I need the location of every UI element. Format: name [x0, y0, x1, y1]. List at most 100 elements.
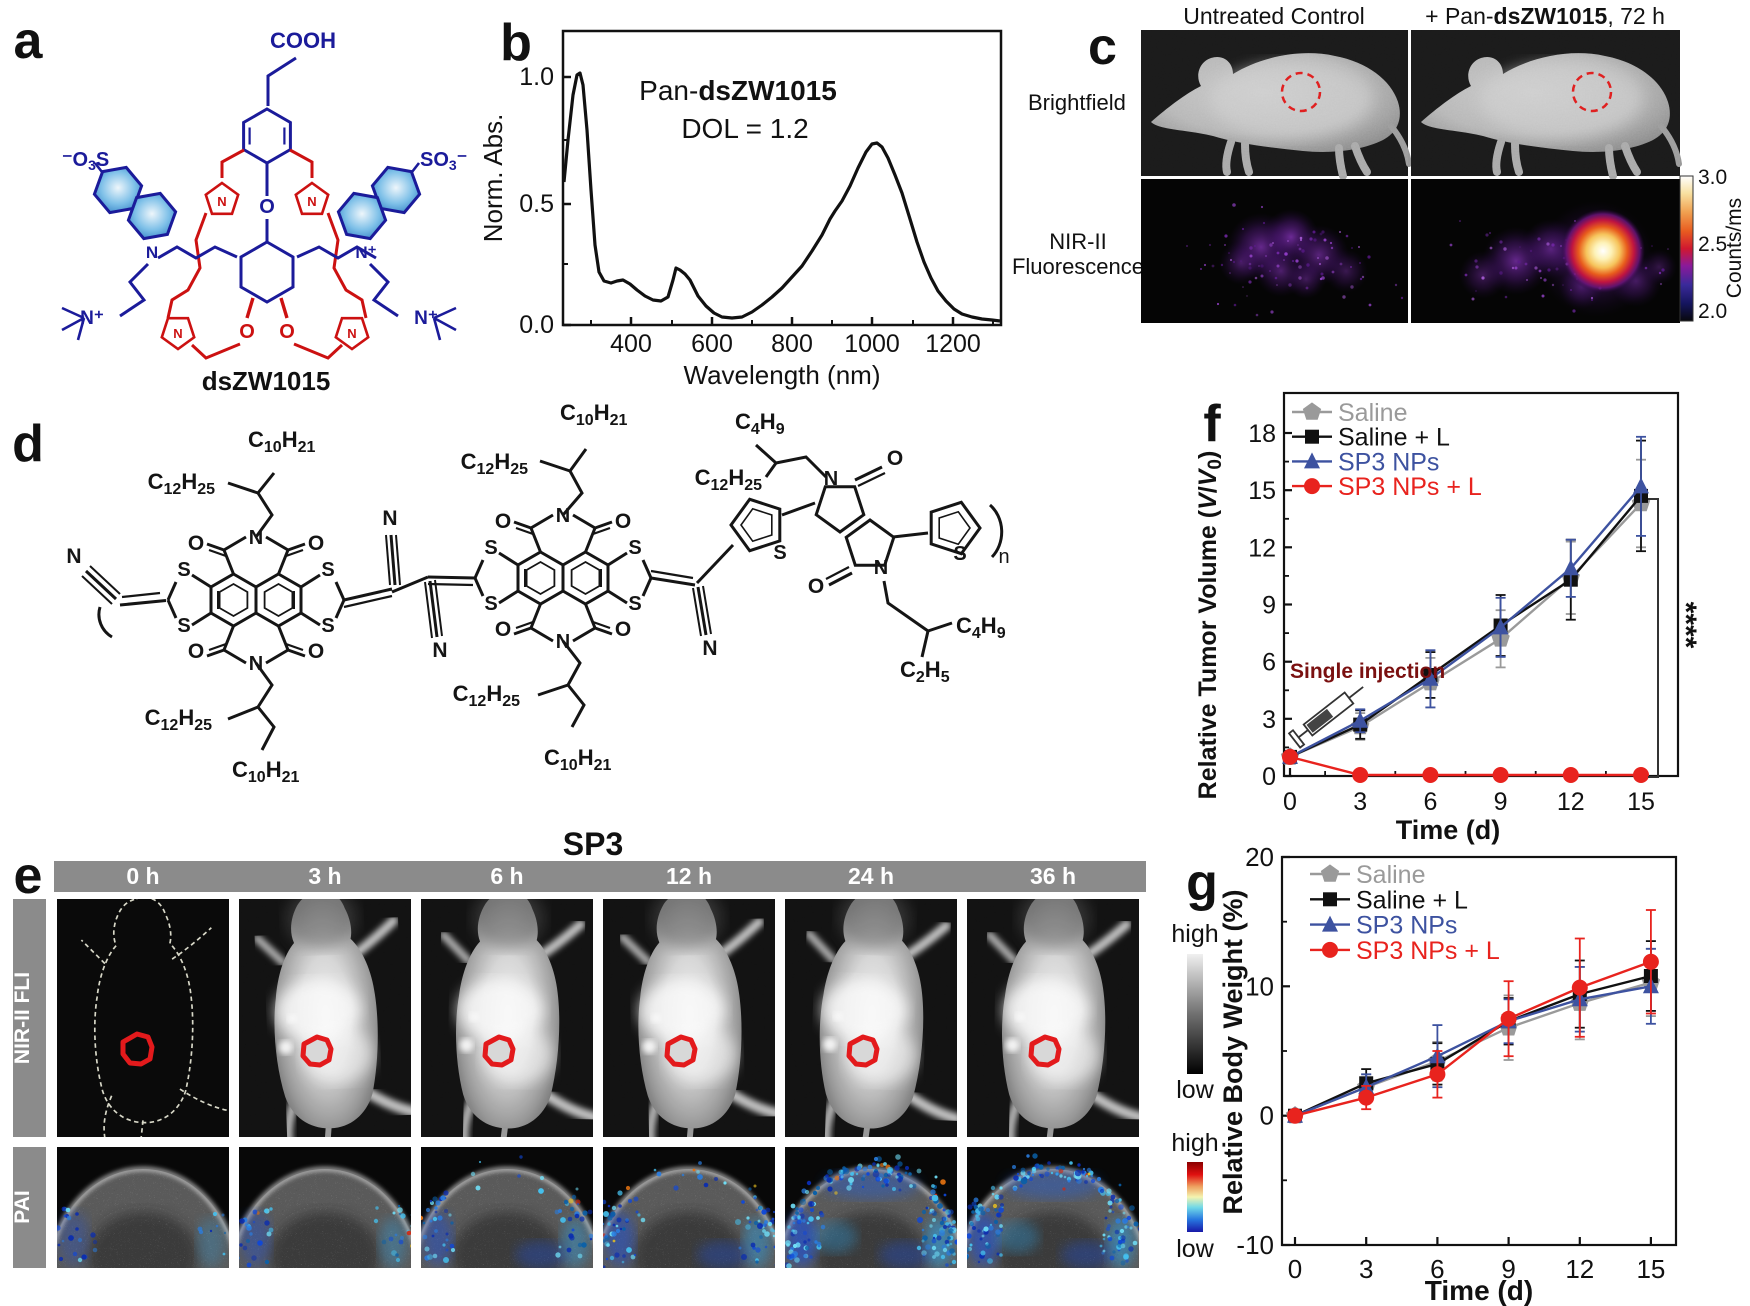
svg-text:Fluorescence: Fluorescence [1012, 254, 1144, 279]
svg-text:3: 3 [1262, 706, 1276, 734]
svg-text:0: 0 [1288, 1254, 1302, 1284]
svg-text:COOH: COOH [270, 28, 336, 53]
svg-text:dsZW1015: dsZW1015 [202, 366, 331, 396]
svg-text:12: 12 [1565, 1254, 1594, 1284]
svg-text:SO3⁻: SO3⁻ [420, 149, 467, 173]
svg-text:6: 6 [1423, 788, 1437, 816]
svg-text:****: **** [1669, 602, 1702, 649]
svg-text:C10H21: C10H21 [560, 400, 627, 429]
svg-text:9: 9 [1501, 1254, 1515, 1284]
svg-text:S: S [484, 537, 497, 559]
svg-text:b: b [500, 14, 532, 72]
svg-text:NIR-II: NIR-II [1049, 229, 1106, 254]
svg-text:high: high [1171, 920, 1218, 948]
svg-text:2.5: 2.5 [1698, 233, 1727, 256]
svg-text:Time (d): Time (d) [1425, 1275, 1533, 1306]
svg-text:9: 9 [1494, 788, 1508, 816]
svg-text:SP3 NPs: SP3 NPs [1338, 448, 1439, 476]
svg-text:O: O [279, 321, 295, 343]
svg-text:2.0: 2.0 [1698, 300, 1727, 323]
svg-text:Relative Body Weight (%): Relative Body Weight (%) [1218, 889, 1248, 1214]
svg-text:Saline + L: Saline + L [1338, 424, 1450, 452]
svg-text:C10H21: C10H21 [232, 757, 299, 786]
svg-text:NIR-II FLI: NIR-II FLI [11, 972, 34, 1064]
svg-text:S: S [628, 537, 641, 559]
svg-text:12: 12 [1248, 534, 1276, 562]
svg-text:N: N [173, 326, 182, 341]
svg-text:C4H9: C4H9 [735, 409, 785, 438]
svg-text:3: 3 [1353, 788, 1367, 816]
svg-text:400: 400 [610, 330, 652, 358]
svg-text:N⁺: N⁺ [414, 308, 438, 329]
svg-text:800: 800 [771, 330, 813, 358]
svg-text:Relative Tumor Volume (V/V0): Relative Tumor Volume (V/V0) [1194, 451, 1226, 800]
svg-text:6: 6 [1262, 649, 1276, 677]
svg-text:Saline: Saline [1338, 399, 1408, 427]
svg-text:N: N [702, 637, 717, 660]
svg-text:c: c [1088, 18, 1117, 76]
svg-text:N⁺: N⁺ [355, 243, 376, 262]
svg-text:Norm. Abs.: Norm. Abs. [480, 114, 508, 243]
svg-text:O: O [887, 447, 903, 470]
svg-text:e: e [14, 847, 43, 905]
svg-text:O: O [239, 321, 255, 343]
svg-text:Counts/ms: Counts/ms [1723, 198, 1746, 298]
svg-text:n: n [998, 546, 1009, 568]
svg-text:low: low [1176, 1076, 1214, 1104]
svg-text:0.0: 0.0 [519, 311, 554, 339]
svg-text:N⁺: N⁺ [80, 308, 104, 329]
svg-text:S: S [953, 543, 966, 565]
svg-text:S: S [321, 559, 334, 581]
svg-text:⁻O3S: ⁻O3S [62, 149, 109, 173]
svg-text:3 h: 3 h [308, 863, 341, 889]
svg-text:C12H25: C12H25 [148, 469, 215, 498]
svg-text:0: 0 [1283, 788, 1297, 816]
svg-text:SP3 NPs + L: SP3 NPs + L [1338, 473, 1482, 501]
svg-text:6: 6 [1430, 1254, 1444, 1284]
svg-text:Single injection: Single injection [1290, 660, 1445, 683]
svg-text:9: 9 [1262, 592, 1276, 620]
svg-text:N: N [874, 557, 888, 579]
svg-text:O: O [808, 575, 824, 598]
svg-text:S: S [177, 559, 190, 581]
svg-text:SP3 NPs: SP3 NPs [1356, 912, 1457, 940]
svg-text:36 h: 36 h [1030, 863, 1076, 889]
svg-text:-10: -10 [1236, 1230, 1274, 1260]
svg-text:Pan-dsZW1015: Pan-dsZW1015 [639, 75, 837, 106]
svg-text:0.5: 0.5 [519, 190, 554, 218]
svg-text:O: O [495, 510, 511, 533]
svg-text:0: 0 [1262, 763, 1276, 791]
svg-text:0: 0 [1260, 1101, 1274, 1131]
svg-text:SP3: SP3 [563, 826, 623, 862]
svg-text:N: N [146, 243, 158, 262]
svg-text:3.0: 3.0 [1698, 166, 1727, 189]
svg-text:3: 3 [1359, 1254, 1373, 1284]
svg-text:1000: 1000 [844, 330, 900, 358]
svg-text:N: N [347, 326, 356, 341]
svg-text:S: S [177, 615, 190, 637]
svg-text:PAI: PAI [11, 1190, 34, 1223]
svg-text:20: 20 [1245, 842, 1274, 872]
svg-text:Time (d): Time (d) [1396, 815, 1501, 845]
svg-text:600: 600 [691, 330, 733, 358]
svg-text:15: 15 [1636, 1254, 1665, 1284]
svg-text:N: N [382, 507, 397, 530]
svg-text:S: S [321, 615, 334, 637]
svg-text:O: O [188, 532, 204, 555]
svg-text:O: O [308, 640, 324, 663]
svg-text:12: 12 [1557, 788, 1585, 816]
svg-text:24 h: 24 h [848, 863, 894, 889]
svg-text:Saline: Saline [1356, 861, 1426, 889]
svg-text:N: N [307, 194, 316, 209]
svg-text:1.0: 1.0 [519, 63, 554, 91]
svg-text:DOL = 1.2: DOL = 1.2 [681, 113, 808, 144]
svg-text:d: d [12, 415, 44, 473]
svg-text:Saline + L: Saline + L [1356, 886, 1468, 914]
svg-text:C12H25: C12H25 [453, 681, 520, 710]
svg-text:O: O [495, 618, 511, 641]
svg-text:O: O [308, 532, 324, 555]
svg-text:high: high [1171, 1129, 1218, 1157]
svg-text:C4H9: C4H9 [956, 613, 1006, 642]
svg-text:C12H25: C12H25 [461, 449, 528, 478]
svg-text:15: 15 [1627, 788, 1655, 816]
